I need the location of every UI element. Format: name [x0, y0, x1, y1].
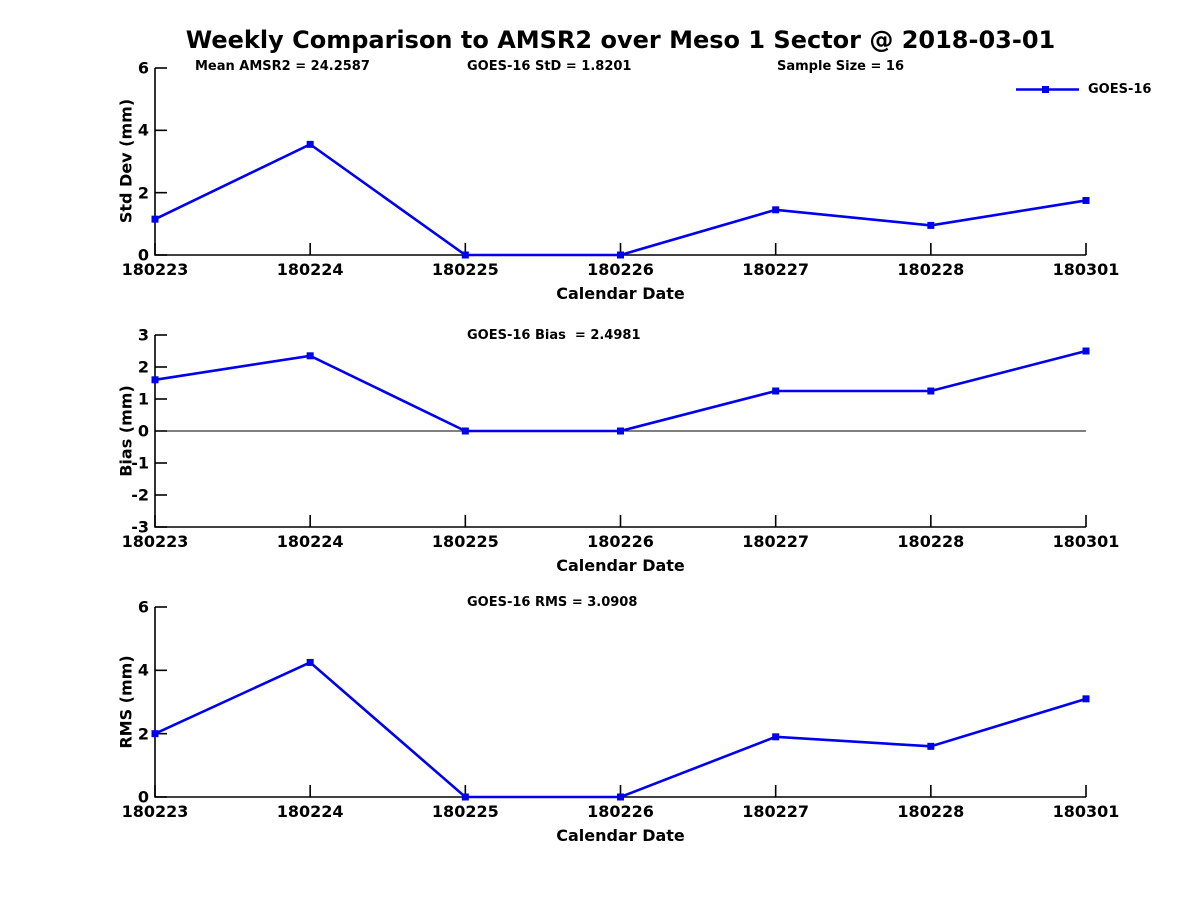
data-marker [772, 387, 780, 395]
data-marker [461, 251, 469, 259]
legend-line-marker-icon [1016, 86, 1079, 93]
x-tick-label: 180224 [276, 260, 344, 279]
x-tick-label: 180227 [742, 532, 810, 551]
subplot-1 [151, 67, 1090, 259]
y-tick-label: 4 [137, 660, 149, 680]
x-tick-label: 180226 [587, 260, 654, 279]
data-marker [617, 427, 624, 435]
y-tick-label: 1 [137, 389, 149, 409]
x-tick-label: 180225 [431, 802, 499, 821]
data-marker [772, 206, 780, 214]
data-marker [772, 733, 780, 741]
x-tick-label: 180224 [276, 802, 344, 821]
data-marker [461, 793, 469, 801]
x-tick-label: 180301 [1052, 260, 1120, 279]
data-marker [151, 215, 159, 223]
data-marker [306, 352, 314, 360]
data-marker [927, 221, 935, 229]
y-tick-label: 6 [137, 58, 149, 78]
data-marker [617, 793, 624, 801]
annotation-mean-amsr2: Mean AMSR2 = 24.2587 [195, 59, 370, 74]
x-axis-label-2: Calendar Date [556, 556, 685, 575]
y-tick-label: 2 [137, 357, 149, 377]
x-tick-label: 180301 [1052, 532, 1120, 551]
axes-spines [154, 607, 1086, 798]
x-tick-label: 180224 [276, 532, 344, 551]
x-tick-label: 180301 [1052, 802, 1120, 821]
x-tick-label: 180225 [431, 260, 499, 279]
subplot-2 [151, 334, 1090, 528]
axes-spines [154, 68, 1086, 256]
y-tick-label: 2 [137, 724, 149, 744]
data-marker [1082, 347, 1090, 355]
data-marker [1082, 695, 1090, 703]
x-tick-label: 180223 [121, 802, 189, 821]
figure-title: Weekly Comparison to AMSR2 over Meso 1 S… [185, 26, 1056, 54]
x-tick-label: 180228 [897, 532, 965, 551]
y-tick-label: 4 [137, 120, 149, 140]
x-tick-label: 180228 [897, 260, 965, 279]
data-line [154, 142, 1087, 257]
data-line [154, 660, 1087, 799]
x-tick-label: 180227 [742, 260, 810, 279]
annotation-goes16-rms: GOES-16 RMS = 3.0908 [467, 595, 638, 610]
x-axis-label-3: Calendar Date [556, 826, 685, 845]
x-tick-label: 180223 [121, 532, 189, 551]
y-tick-label: 2 [137, 183, 149, 203]
legend: GOES-16 [1016, 81, 1151, 98]
x-tick-label: 180227 [742, 802, 810, 821]
legend-label: GOES-16 [1088, 82, 1152, 97]
data-line [154, 349, 1087, 433]
data-marker [151, 730, 159, 738]
data-marker [1082, 196, 1090, 204]
y-tick-label: 0 [137, 421, 149, 441]
x-tick-label: 180226 [587, 532, 654, 551]
y-tick-label: 3 [137, 325, 149, 345]
y-tick-label: 0 [137, 787, 149, 807]
annotation-goes16-bias: GOES-16 Bias = 2.4981 [467, 328, 641, 343]
data-marker [306, 140, 314, 148]
y-tick-label: 6 [137, 597, 149, 617]
x-tick-label: 180223 [121, 260, 189, 279]
subplot-3 [151, 606, 1090, 801]
y-axis-label-stddev: Std Dev (mm) [116, 98, 136, 224]
data-marker [927, 742, 935, 750]
x-tick-label: 180228 [897, 802, 965, 821]
x-tick-label: 180226 [587, 802, 654, 821]
data-marker [306, 658, 314, 666]
x-axis-label-1: Calendar Date [556, 284, 685, 303]
data-marker [617, 251, 624, 259]
y-tick-label: -1 [131, 453, 149, 473]
x-tick-label: 180225 [431, 532, 499, 551]
data-marker [927, 387, 935, 395]
y-tick-label: -2 [131, 485, 149, 505]
annotation-sample-size: Sample Size = 16 [777, 59, 905, 74]
y-tick-label: -3 [131, 517, 149, 537]
y-tick-label: 0 [137, 245, 149, 265]
annotation-goes16-std: GOES-16 StD = 1.8201 [467, 59, 632, 74]
data-marker [151, 376, 159, 384]
data-marker [461, 427, 469, 435]
